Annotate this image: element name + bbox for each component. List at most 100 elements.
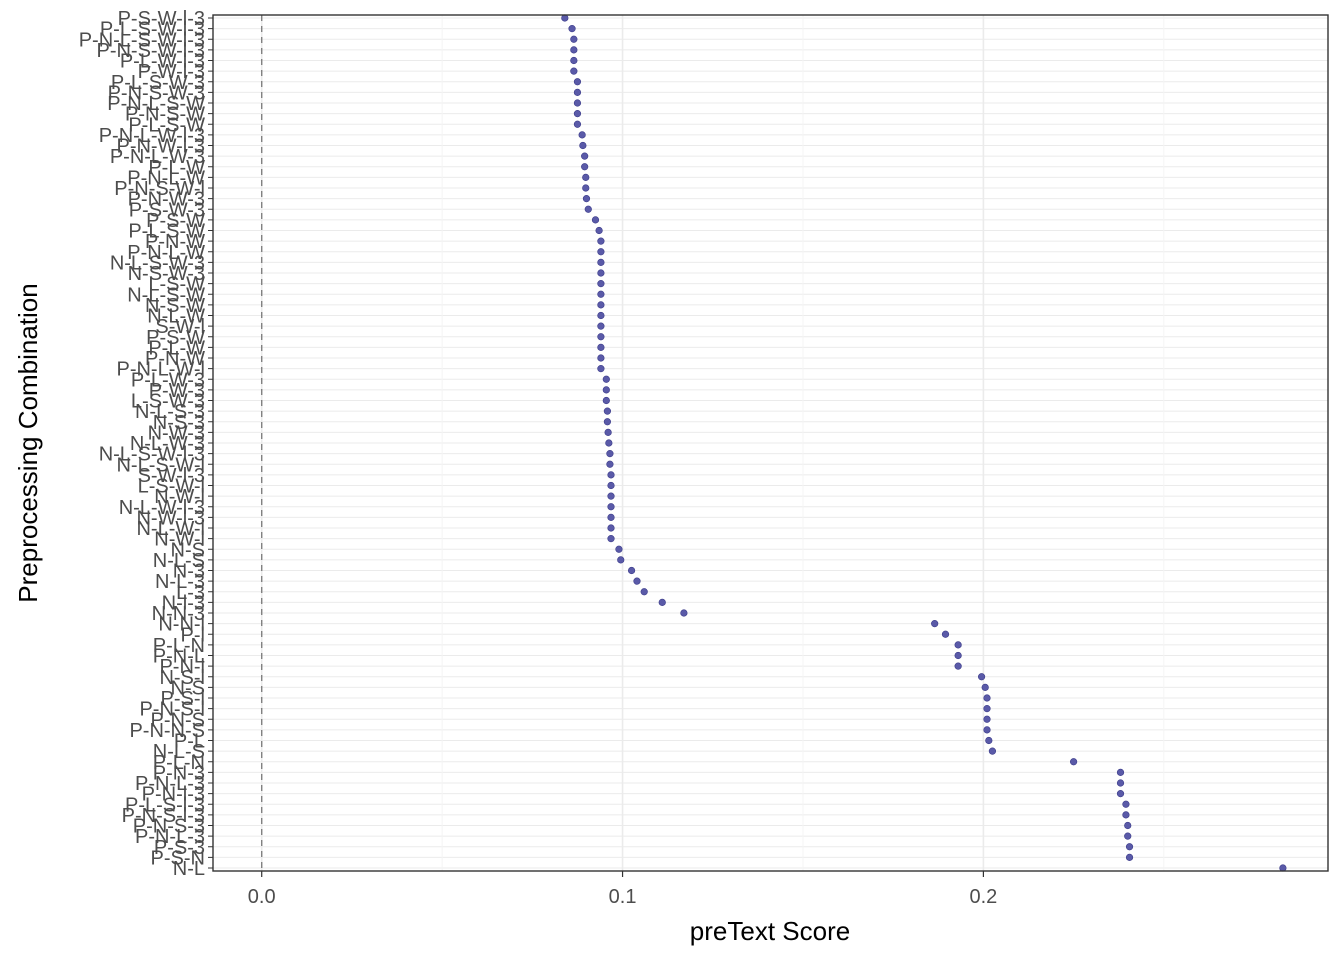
data-point	[606, 450, 614, 458]
y-category-label: P-S-3	[154, 837, 205, 859]
y-category-label: N-L-S-3	[135, 401, 205, 423]
y-category-label: N-S-3	[153, 412, 205, 434]
data-point	[1116, 790, 1125, 798]
data-point	[579, 141, 587, 150]
data-point	[581, 163, 589, 171]
data-point	[617, 556, 625, 564]
y-category-label: N-L-S	[153, 550, 205, 572]
y-category-label: P-L-S-W-l-3	[100, 19, 205, 41]
x-tick-label: 0.1	[609, 886, 637, 908]
data-point	[941, 630, 950, 638]
data-point	[584, 205, 592, 213]
y-category-label: N-L-W	[147, 306, 205, 328]
data-point	[983, 726, 991, 734]
data-point	[1116, 768, 1125, 776]
y-category-label: N-S	[171, 539, 205, 561]
data-point	[602, 396, 610, 405]
data-point	[570, 67, 578, 75]
y-category-label: P-L-S-W-3	[111, 72, 205, 94]
data-point	[573, 78, 582, 86]
data-point	[658, 598, 666, 606]
y-category-label: P-N-L-S-W-l-3	[79, 29, 205, 51]
data-point	[597, 237, 605, 245]
y-category-label: P-L-W-l-3	[120, 51, 205, 73]
data-point	[954, 662, 962, 670]
y-category-label: L-3	[176, 582, 205, 604]
y-category-label: N-S-W	[145, 295, 205, 317]
y-category-label: N-W-l	[154, 486, 205, 508]
y-category-label: P-N-L-W-3	[110, 146, 205, 168]
data-point	[1125, 853, 1134, 861]
data-point	[983, 705, 991, 713]
data-point	[607, 535, 615, 543]
data-point	[954, 651, 962, 660]
y-category-label: P-N-N-S	[129, 720, 205, 742]
y-category-label: L-S-W	[148, 274, 205, 296]
data-point	[597, 322, 605, 330]
y-category-label: P-S-W	[146, 327, 205, 349]
y-category-label: P-L-N	[153, 635, 205, 657]
y-category-label: P-N-L-W	[127, 167, 205, 189]
y-category-label: N-S-W-3	[128, 263, 205, 285]
y-category-label: P-N-S	[151, 709, 205, 731]
y-category-label: N-L-S	[153, 741, 205, 763]
x-tick-label: 0.2	[969, 886, 997, 908]
y-category-label: N-L	[173, 858, 205, 880]
y-category-label: P-L	[174, 731, 205, 753]
data-point	[582, 173, 590, 181]
y-category-label: P-L-W-3	[131, 369, 205, 391]
y-category-label: N-L-S-W-l	[116, 454, 205, 476]
y-category-label: S-W-l-3	[138, 465, 205, 487]
y-category-label: P-N-L-3	[135, 773, 205, 795]
data-point	[615, 545, 623, 553]
data-point	[591, 216, 600, 224]
data-point	[595, 226, 603, 235]
data-point	[1125, 843, 1134, 851]
data-point	[983, 715, 991, 723]
data-point	[573, 110, 582, 118]
data-point	[597, 258, 605, 266]
data-point	[981, 683, 989, 691]
y-category-label: N-S	[171, 677, 205, 699]
data-point	[597, 280, 605, 288]
y-category-label: N-W-3	[148, 422, 205, 444]
data-point	[607, 513, 615, 521]
data-point	[582, 195, 591, 203]
data-point	[954, 641, 962, 649]
y-category-label: P-L-W	[148, 157, 205, 179]
y-category-label: N-S-l	[159, 667, 205, 689]
y-category-label: N-L-S-W	[127, 284, 205, 306]
data-point	[573, 120, 582, 128]
data-point	[603, 418, 611, 426]
y-category-label: P-N-3	[153, 762, 205, 784]
y-category-label: N-L-S-W-3	[110, 252, 205, 274]
y-category-label: P-N-L-W-l-3	[99, 125, 205, 147]
data-point	[633, 577, 641, 585]
data-point	[985, 736, 993, 745]
y-category-label: P-N-l-3	[142, 784, 205, 806]
data-point	[597, 365, 605, 373]
y-category-label: P-N-l	[159, 656, 205, 678]
y-axis: P-S-W-l-3P-L-S-W-l-3P-N-L-S-W-l-3P-N-S-W…	[79, 8, 213, 880]
data-point	[602, 386, 610, 394]
data-point	[607, 481, 615, 490]
data-point	[977, 673, 986, 681]
x-axis: 0.0 0.1 0.2	[248, 871, 997, 908]
data-point	[582, 184, 590, 192]
data-point	[607, 471, 615, 479]
y-category-label: N-N-3	[152, 603, 205, 625]
y-category-label: P-N-W	[145, 348, 205, 370]
data-point	[597, 290, 605, 298]
y-category-label: P-N-S-W-l	[114, 178, 205, 200]
y-category-label: P-l	[181, 624, 205, 646]
y-category-label: P-S-l	[161, 688, 205, 710]
data-point	[570, 46, 578, 54]
y-category-label: P-N-S-3	[133, 816, 205, 838]
data-point	[1122, 800, 1130, 808]
y-category-label: P-N-S-W-l-3	[96, 40, 205, 62]
data-point	[578, 131, 586, 139]
y-category-label: P-N-S-l-3	[122, 805, 205, 827]
data-point	[597, 333, 605, 341]
